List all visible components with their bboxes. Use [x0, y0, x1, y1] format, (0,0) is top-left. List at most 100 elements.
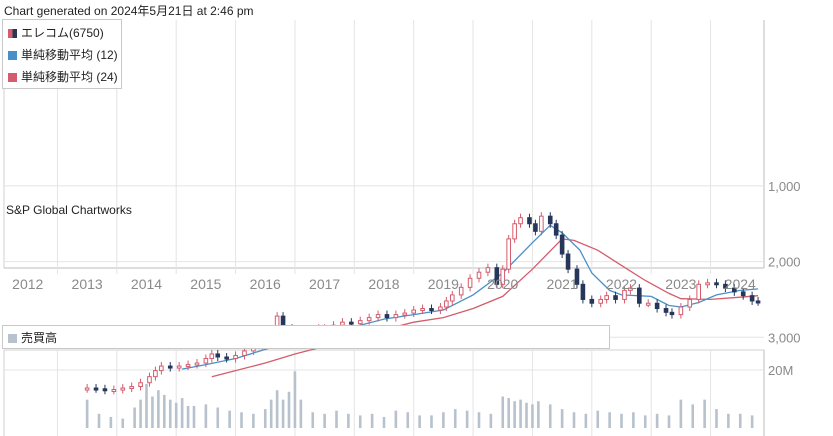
volume-bar	[139, 399, 142, 428]
x-tick-label: 2024	[725, 276, 756, 292]
candle-body	[449, 294, 455, 302]
candle-body	[696, 283, 701, 300]
candle-body	[349, 321, 354, 325]
candle-body	[740, 291, 746, 297]
volume-bar	[240, 412, 243, 428]
volume-bar	[382, 416, 386, 428]
volume-bar	[643, 415, 647, 428]
x-tick-label: 2015	[190, 276, 221, 292]
candle-body	[500, 268, 506, 285]
volume-bar	[537, 401, 540, 428]
candle-body	[438, 306, 443, 311]
volume-bar	[299, 399, 303, 428]
candle-body	[604, 295, 609, 300]
candle-body	[723, 283, 728, 289]
volume-bar	[252, 413, 255, 428]
volume-bar	[186, 405, 190, 428]
legend-swatch-ma24	[8, 73, 17, 82]
volume-bar	[192, 405, 196, 428]
candle-body	[111, 389, 117, 393]
legend-label-volume: 売買高	[21, 331, 58, 345]
candle-body	[384, 314, 390, 319]
volume-bar	[584, 413, 588, 428]
volume-bar	[453, 409, 457, 428]
candle-body	[732, 287, 737, 293]
legend-label-stock: エレコム(6750)	[21, 26, 104, 40]
candle-body	[527, 217, 532, 225]
price-axis: 1,000 2,000 3,000	[768, 179, 801, 345]
x-axis: 2012 2013 2014 2015 2016 2017 2018 2019 2020 2021…	[12, 276, 756, 292]
volume-bar	[620, 413, 623, 428]
volume-bar	[667, 415, 671, 428]
volume-bar	[85, 399, 89, 428]
volume-bar	[157, 390, 160, 428]
candle-body	[705, 282, 710, 286]
volume-bar	[548, 404, 552, 428]
legend-swatch-volume	[8, 334, 17, 343]
candle-body	[467, 277, 473, 288]
candle-body	[580, 283, 586, 300]
candle-body	[669, 311, 675, 316]
volume-bar	[370, 413, 374, 428]
volume-bar	[513, 401, 516, 428]
candle-body	[645, 302, 651, 306]
x-tick-label: 2013	[72, 276, 103, 292]
volume-bar	[228, 410, 231, 428]
volume-bar	[519, 399, 522, 428]
y-tick-label: 2,000	[768, 255, 801, 270]
candle-body	[494, 267, 500, 285]
legend-item-volume[interactable]: 売買高	[8, 329, 57, 346]
candle-body	[93, 387, 99, 391]
candle-body	[458, 286, 464, 296]
candle-body	[84, 387, 90, 391]
candle-body	[663, 308, 669, 313]
candle-body	[393, 314, 399, 319]
volume-bar	[281, 399, 285, 428]
candle-body	[233, 354, 238, 359]
generated-timestamp: Chart generated on 2024年5月21日 at 2:46 pm	[4, 4, 254, 18]
volume-bar	[358, 415, 362, 428]
candle-body	[138, 382, 143, 388]
candle-body	[533, 223, 538, 232]
candle-body	[755, 300, 761, 304]
volume-bar	[738, 413, 742, 428]
candle-body	[506, 238, 511, 270]
legend-item-stock[interactable]: エレコム(6750)	[8, 24, 104, 41]
candle-body	[176, 365, 182, 369]
candle-body	[402, 312, 408, 316]
candle-body	[120, 387, 126, 391]
volume-bar	[465, 410, 469, 428]
price-legend: エレコム(6750) 単純移動平均 (12) 単純移動平均 (24)	[2, 19, 122, 89]
x-tick-label: 2022	[606, 276, 637, 292]
candle-body	[203, 357, 209, 364]
candle-body	[420, 308, 425, 312]
legend-item-ma12[interactable]: 単純移動平均 (12)	[8, 46, 118, 63]
legend-label-ma12: 単純移動平均 (12)	[21, 48, 118, 62]
volume-bar	[311, 412, 315, 428]
candle-body	[429, 308, 434, 312]
volume-bar	[174, 402, 178, 428]
volume-bar	[133, 407, 136, 428]
volume-bar	[109, 416, 113, 428]
candle-body	[411, 309, 416, 314]
volume-bar	[525, 402, 528, 428]
candles	[84, 212, 761, 395]
volume-tick-label: 20M	[768, 363, 793, 378]
candle-body	[485, 267, 491, 273]
legend-item-ma24[interactable]: 単純移動平均 (24)	[8, 68, 118, 85]
volume-bar	[727, 413, 730, 428]
x-tick-label: 2017	[309, 276, 340, 292]
volume-bar	[596, 410, 600, 428]
y-tick-label: 3,000	[768, 330, 801, 345]
candle-body	[167, 365, 173, 369]
ma24-path	[211, 238, 759, 378]
volume-bar	[501, 396, 505, 428]
volume-bar	[430, 415, 433, 428]
volume-bar	[269, 399, 273, 428]
candle-body	[714, 282, 719, 286]
candle-body	[209, 353, 215, 359]
candle-body	[678, 306, 684, 316]
candle-body	[749, 295, 755, 302]
volume-bar	[477, 412, 481, 428]
volume-bar	[750, 415, 754, 428]
